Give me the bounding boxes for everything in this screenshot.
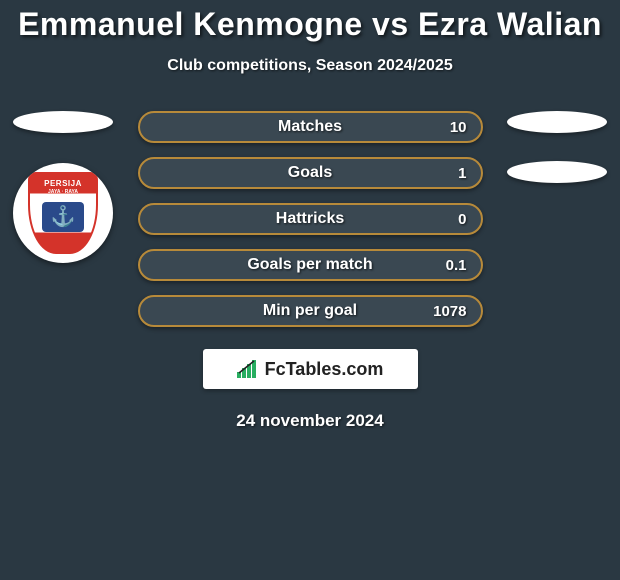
infographic-date: 24 november 2024 xyxy=(0,411,620,431)
club-shield-icon: PERSIJA JAYA · RAYA xyxy=(28,172,98,254)
stat-right-value: 1078 xyxy=(427,303,467,320)
player-left-column: PERSIJA JAYA · RAYA xyxy=(8,111,118,263)
player-right-silhouette-2 xyxy=(507,161,607,183)
logo-text: FcTables.com xyxy=(265,359,384,380)
club-name-sub: JAYA · RAYA xyxy=(30,189,96,195)
stat-right-value: 0 xyxy=(427,211,467,228)
stat-label: Matches xyxy=(278,118,342,136)
stat-label: Goals per match xyxy=(247,256,372,274)
club-name-top: PERSIJA xyxy=(30,179,96,188)
stat-right-value: 1 xyxy=(427,165,467,182)
player-right-column xyxy=(502,111,612,183)
page-title: Emmanuel Kenmogne vs Ezra Walian xyxy=(0,6,620,43)
stat-row-goals-per-match: Goals per match 0.1 xyxy=(138,249,483,281)
stat-right-value: 0.1 xyxy=(427,257,467,274)
stats-rows: Matches 10 Goals 1 Hattricks 0 Goals per… xyxy=(138,111,483,327)
page-subtitle: Club competitions, Season 2024/2025 xyxy=(0,57,620,75)
stat-row-hattricks: Hattricks 0 xyxy=(138,203,483,235)
player-left-silhouette xyxy=(13,111,113,133)
stat-label: Min per goal xyxy=(263,302,357,320)
stat-label: Goals xyxy=(288,164,332,182)
stat-right-value: 10 xyxy=(427,119,467,136)
stat-row-goals: Goals 1 xyxy=(138,157,483,189)
comparison-layout: PERSIJA JAYA · RAYA Matches 10 Goals 1 xyxy=(0,111,620,431)
player-right-silhouette-1 xyxy=(507,111,607,133)
stat-row-min-per-goal: Min per goal 1078 xyxy=(138,295,483,327)
stat-label: Hattricks xyxy=(276,210,344,228)
fctables-logo: FcTables.com xyxy=(203,349,418,389)
club-badge-left: PERSIJA JAYA · RAYA xyxy=(13,163,113,263)
bar-chart-icon xyxy=(237,360,259,378)
stat-row-matches: Matches 10 xyxy=(138,111,483,143)
